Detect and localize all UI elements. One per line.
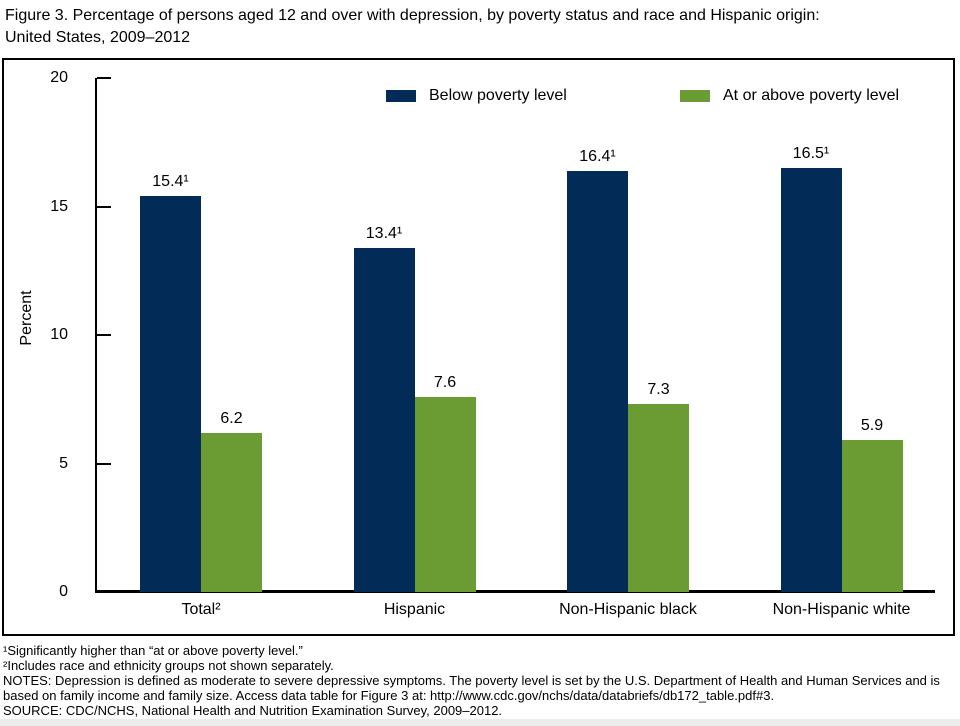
chart-frame bbox=[2, 58, 955, 636]
figure-title-line1: Figure 3. Percentage of persons aged 12 … bbox=[5, 7, 820, 24]
legend-swatch-at-or-above-poverty bbox=[680, 90, 710, 102]
footnote-1: ¹Significantly higher than “at or above … bbox=[3, 643, 303, 658]
legend-swatch-below-poverty bbox=[386, 90, 416, 102]
footnote-2: ²Includes race and ethnicity groups not … bbox=[3, 658, 334, 673]
figure-title: Figure 3. Percentage of persons aged 12 … bbox=[5, 5, 955, 49]
window-bottom-edge bbox=[0, 719, 960, 726]
legend-label-at-or-above-poverty: At or above poverty level bbox=[723, 87, 900, 104]
footnotes: ¹Significantly higher than “at or above … bbox=[3, 643, 953, 718]
y-axis-title: Percent bbox=[18, 290, 35, 346]
legend-item-below-poverty: Below poverty level bbox=[386, 87, 567, 105]
legend-item-at-or-above-poverty: At or above poverty level bbox=[680, 87, 899, 105]
legend-label-below-poverty: Below poverty level bbox=[429, 87, 567, 104]
footnote-notes: NOTES: Depression is defined as moderate… bbox=[3, 673, 940, 703]
figure-title-line2: United States, 2009–2012 bbox=[5, 29, 191, 46]
footnote-source: SOURCE: CDC/NCHS, National Health and Nu… bbox=[3, 703, 503, 718]
